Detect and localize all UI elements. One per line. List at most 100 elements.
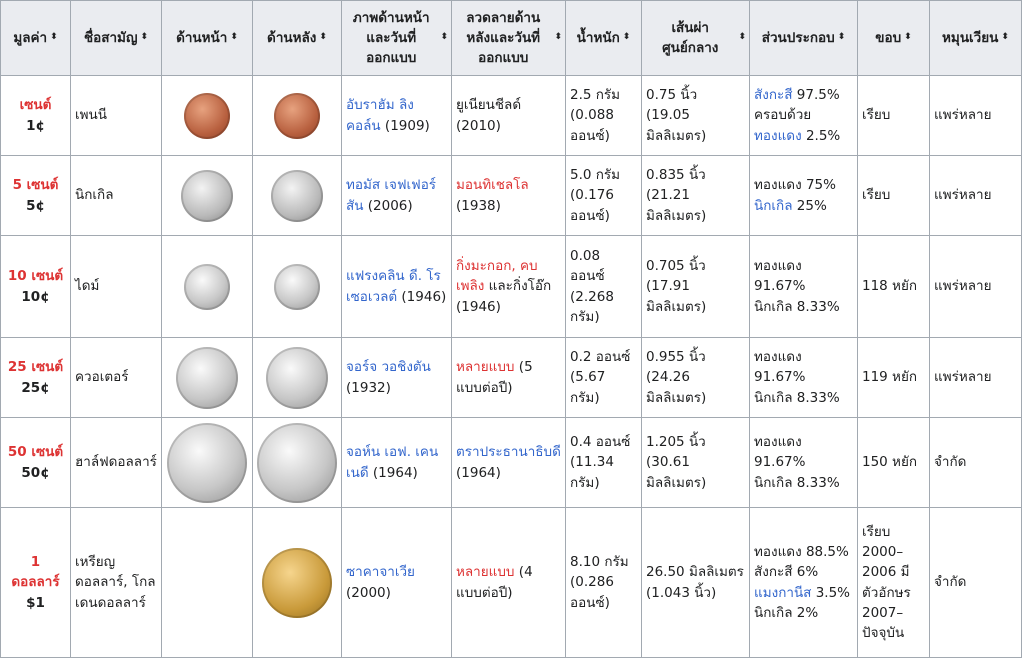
nickel-obverse-icon[interactable] xyxy=(181,169,233,222)
sort-icon[interactable]: ⬍ xyxy=(904,32,912,43)
header-reverse-design-label: ลวดลายด้านหลังและวันที่ออกแบบ xyxy=(466,9,541,67)
header-name[interactable]: ชื่อสามัญ ⬍ xyxy=(70,0,162,76)
obverse-design-date: (2000) xyxy=(346,584,391,601)
reverse-image-cell xyxy=(252,155,342,236)
reverse-design-link[interactable]: กิ่งมะกอก, คบเพลิง xyxy=(456,258,538,295)
obverse-design-cell: แฟรงคลิน ดี. โรเซอเวลต์ (1946) xyxy=(341,235,452,338)
composition-link[interactable]: สังกะสี xyxy=(754,87,793,104)
obverse-image-cell xyxy=(161,337,253,418)
circulation-cell: แพร่หลาย xyxy=(929,235,1022,338)
sort-icon[interactable]: ⬍ xyxy=(554,32,562,43)
header-reverse[interactable]: ด้านหลัง ⬍ xyxy=(252,0,342,76)
composition-link[interactable]: นิกเกิล xyxy=(754,197,793,214)
composition-text: ทองแดง 91.67% xyxy=(754,349,806,386)
obverse-design-date: (1932) xyxy=(346,379,391,396)
composition-link[interactable]: ทองแดง xyxy=(754,127,802,144)
reverse-design-link[interactable]: ตราประธานาธิบดี xyxy=(456,444,561,461)
header-circulation[interactable]: หมุนเวียน ⬍ xyxy=(929,0,1022,76)
composition-text: ทองแดง 88.5% xyxy=(754,544,849,560)
sort-icon[interactable]: ⬍ xyxy=(50,32,58,43)
denomination-link[interactable]: 1 ดอลลาร์ xyxy=(11,554,60,591)
obverse-design-cell: จอห์น เอฟ. เคนเนดี (1964) xyxy=(341,417,452,508)
weight-cell: 0.08 ออนซ์ (2.268 กรัม) xyxy=(565,235,642,338)
denomination-value: 5¢ xyxy=(26,197,45,214)
composition-text: ทองแดง 75% xyxy=(754,177,836,194)
reverse-design-link[interactable]: มอนทิเชลโล xyxy=(456,177,529,194)
obverse-design-cell: อับราฮัม ลิงคอล์น (1909) xyxy=(341,75,452,156)
header-reverse-design[interactable]: ลวดลายด้านหลังและวันที่ออกแบบ ⬍ xyxy=(451,0,566,76)
composition-text: นิกเกิล 8.33% xyxy=(754,389,840,406)
header-obverse[interactable]: ด้านหน้า ⬍ xyxy=(161,0,253,76)
sort-icon[interactable]: ⬍ xyxy=(738,32,746,43)
half-dollar-reverse-icon[interactable] xyxy=(257,422,337,503)
obverse-design-link[interactable]: ซาคาจาเวีย xyxy=(346,564,415,581)
diameter-cell: 26.50 มิลลิเมตร (1.043 นิ้ว) xyxy=(641,507,750,658)
weight-cell: 8.10 กรัม (0.286 ออนซ์) xyxy=(565,507,642,658)
denomination-link[interactable]: เซนต์ xyxy=(19,97,52,114)
sort-icon[interactable]: ⬍ xyxy=(140,32,149,43)
denomination-value: 25¢ xyxy=(21,379,50,396)
diameter-cell: 0.955 นิ้ว (24.26 มิลลิเมตร) xyxy=(641,337,750,418)
denomination-link[interactable]: 50 เซนต์ xyxy=(7,444,64,461)
composition-cell: สังกะสี 97.5% ครอบด้วย ทองแดง 2.5% xyxy=(749,75,858,156)
obverse-design-date: (1909) xyxy=(380,117,430,134)
nickel-reverse-icon[interactable] xyxy=(271,169,323,222)
obverse-image-cell xyxy=(161,155,253,236)
composition-text: ทองแดง 91.67% xyxy=(754,258,806,295)
sort-icon[interactable]: ⬍ xyxy=(622,32,631,43)
obverse-image-cell xyxy=(161,235,253,338)
composition-cell: ทองแดง 91.67% นิกเกิล 8.33% xyxy=(749,417,858,508)
denomination-link[interactable]: 5 เซนต์ xyxy=(12,177,59,194)
half-dollar-obverse-icon[interactable] xyxy=(167,422,247,503)
composition-text: นิกเกิล 2% xyxy=(754,604,819,621)
composition-link[interactable]: แมงกานีส xyxy=(754,584,812,601)
reverse-image-cell xyxy=(252,235,342,338)
sort-icon[interactable]: ⬍ xyxy=(1001,32,1009,43)
penny-reverse-icon[interactable] xyxy=(274,92,320,139)
edge-cell: 119 หยัก xyxy=(857,337,930,418)
obverse-design-link[interactable]: ทอมัส เจฟเฟอร์สัน xyxy=(346,177,437,214)
sort-icon[interactable]: ⬍ xyxy=(319,32,327,43)
reverse-design-link[interactable]: หลายแบบ xyxy=(456,359,515,376)
edge-cell: เรียบ 2000–2006 มีตัวอักษร 2007–ปัจจุบัน xyxy=(857,507,930,658)
dime-obverse-icon[interactable] xyxy=(184,263,230,310)
obverse-design-link[interactable]: อับราฮัม ลิงคอล์น xyxy=(346,97,414,134)
denomination-link[interactable]: 25 เซนต์ xyxy=(7,359,64,376)
golden-dollar-reverse-icon[interactable] xyxy=(262,547,332,618)
denomination-value: 10¢ xyxy=(21,288,50,305)
obverse-image-cell xyxy=(161,417,253,508)
composition-cell: ทองแดง 91.67% นิกเกิล 8.33% xyxy=(749,337,858,418)
header-edge-label: ขอบ xyxy=(875,29,902,46)
edge-cell: เรียบ xyxy=(857,155,930,236)
sort-icon[interactable]: ⬍ xyxy=(440,32,448,43)
composition-cell: ทองแดง 88.5% สังกะสี 6% แมงกานีส 3.5% นิกเก… xyxy=(749,507,858,658)
reverse-design-date: (4 แบบต่อปี) xyxy=(456,564,533,601)
sort-icon[interactable]: ⬍ xyxy=(230,32,238,43)
dime-reverse-icon[interactable] xyxy=(274,263,320,310)
sort-icon[interactable]: ⬍ xyxy=(837,32,846,43)
denomination-value: 50¢ xyxy=(21,464,50,481)
reverse-design-cell: ตราประธานาธิบดี (1964) xyxy=(451,417,566,508)
reverse-design-date: (5 แบบต่อปี) xyxy=(456,359,533,396)
header-edge[interactable]: ขอบ ⬍ xyxy=(857,0,930,76)
denomination-cell: 25 เซนต์ 25¢ xyxy=(0,337,71,418)
denomination-link[interactable]: 10 เซนต์ xyxy=(7,268,64,285)
header-value[interactable]: มูลค่า ⬍ xyxy=(0,0,71,76)
header-obverse-design[interactable]: ภาพด้านหน้าและวันที่ออกแบบ ⬍ xyxy=(341,0,452,76)
quarter-reverse-icon[interactable] xyxy=(266,346,328,409)
obverse-design-link[interactable]: จอห์น เอฟ. เคนเนดี xyxy=(346,444,439,481)
common-name-cell: นิกเกิล xyxy=(70,155,162,236)
quarter-obverse-icon[interactable] xyxy=(176,346,238,409)
header-weight[interactable]: น้ำหนัก ⬍ xyxy=(565,0,642,76)
header-composition[interactable]: ส่วนประกอบ ⬍ xyxy=(749,0,858,76)
common-name-cell: เพนนี xyxy=(70,75,162,156)
obverse-design-link[interactable]: แฟรงคลิน ดี. โรเซอเวลต์ xyxy=(346,268,441,305)
obverse-design-link[interactable]: จอร์จ วอชิงตัน xyxy=(346,359,431,376)
header-diameter[interactable]: เส้นผ่าศูนย์กลาง ⬍ xyxy=(641,0,750,76)
reverse-design-link[interactable]: หลายแบบ xyxy=(456,564,515,581)
edge-cell: 150 หยัก xyxy=(857,417,930,508)
circulation-cell: จำกัด xyxy=(929,507,1022,658)
header-composition-label: ส่วนประกอบ xyxy=(761,29,835,46)
penny-obverse-icon[interactable] xyxy=(184,92,230,139)
circulation-cell: แพร่หลาย xyxy=(929,337,1022,418)
